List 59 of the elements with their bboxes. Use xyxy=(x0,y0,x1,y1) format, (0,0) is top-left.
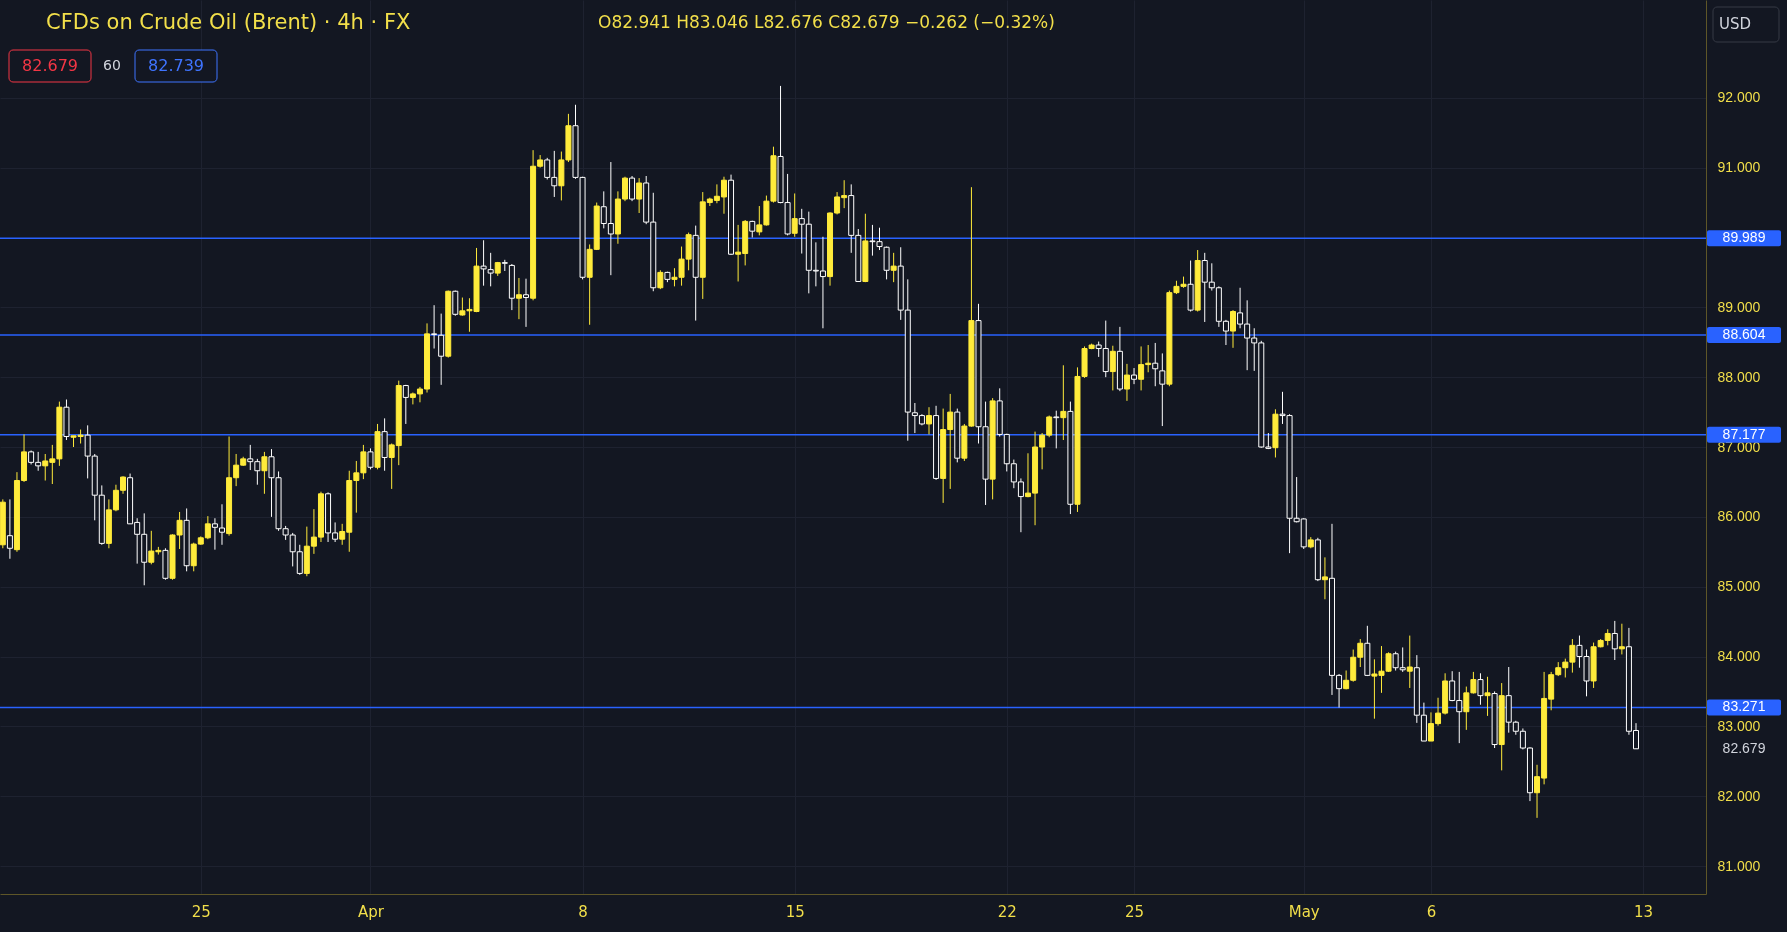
x-tick-label: 22 xyxy=(997,902,1017,921)
candlestick xyxy=(1159,352,1166,427)
annotation: 82.739 xyxy=(148,56,204,75)
x-tick-label: 25 xyxy=(191,902,211,921)
candlestick xyxy=(657,269,664,290)
candlestick xyxy=(636,177,643,214)
candlestick xyxy=(438,313,445,386)
candlestick xyxy=(1060,364,1067,441)
y-tick-label: 84.000 xyxy=(1717,648,1761,665)
y-tick-label: 83.000 xyxy=(1717,717,1761,734)
candlestick xyxy=(402,384,409,425)
ref-line-label: 83.271 xyxy=(1722,698,1766,715)
candlestick xyxy=(1152,342,1159,387)
annotation: 60 xyxy=(103,57,121,73)
x-tick-label: 15 xyxy=(785,902,805,921)
candlestick xyxy=(883,246,890,280)
y-tick-label: 82.000 xyxy=(1717,787,1761,804)
annotation: 82.679 xyxy=(22,56,78,75)
candlestick xyxy=(629,175,636,202)
annotation: O82.941 H83.046 L82.676 C82.679 −0.262 (−0.32%) xyxy=(598,12,1055,32)
candlestick xyxy=(791,192,798,238)
candlestick xyxy=(1131,367,1138,385)
candlestick xyxy=(431,304,438,350)
x-tick-label: 6 xyxy=(1426,902,1437,921)
candlestick xyxy=(523,278,530,328)
y-tick-label: 86.000 xyxy=(1717,508,1761,525)
x-tick-label: 8 xyxy=(578,902,588,921)
candlestick xyxy=(1611,620,1618,661)
candlestick xyxy=(1477,672,1484,706)
candlestick xyxy=(1406,635,1413,689)
x-tick-label: 13 xyxy=(1634,902,1654,921)
candlestick xyxy=(1618,623,1625,655)
text: CFDs on Crude Oil (Brent) · 4h · FX xyxy=(46,10,411,34)
ref-line-label: 89.989 xyxy=(1722,229,1766,246)
candlestick xyxy=(926,406,932,435)
candlestick xyxy=(1321,556,1328,600)
candlestick xyxy=(6,498,13,560)
candlestick xyxy=(1230,309,1237,349)
x-tick-label: Apr xyxy=(357,902,385,921)
candlestick xyxy=(1109,345,1116,391)
y-tick-label: 85.000 xyxy=(1717,578,1761,595)
text: 82.679 xyxy=(1722,740,1766,756)
x-tick-label: 25 xyxy=(1124,902,1145,921)
y-tick-label: 81.000 xyxy=(1717,857,1761,874)
candlestick xyxy=(367,447,374,470)
candlestick xyxy=(515,277,522,320)
candlestick xyxy=(1053,410,1060,449)
candlestick xyxy=(1123,363,1130,402)
x-tick-label: May xyxy=(1288,902,1320,921)
candlestick xyxy=(890,252,897,283)
y-tick-label: 92.000 xyxy=(1717,89,1761,106)
y-tick-label: 88.000 xyxy=(1717,368,1761,385)
candlestick xyxy=(1484,676,1491,717)
candlestick xyxy=(261,451,268,495)
y-tick-label: 89.000 xyxy=(1717,298,1761,315)
candlestick xyxy=(452,290,459,317)
y-tick-label: 91.000 xyxy=(1717,159,1761,176)
ref-line-label: 88.604 xyxy=(1722,325,1766,342)
text: USD xyxy=(1718,15,1752,33)
